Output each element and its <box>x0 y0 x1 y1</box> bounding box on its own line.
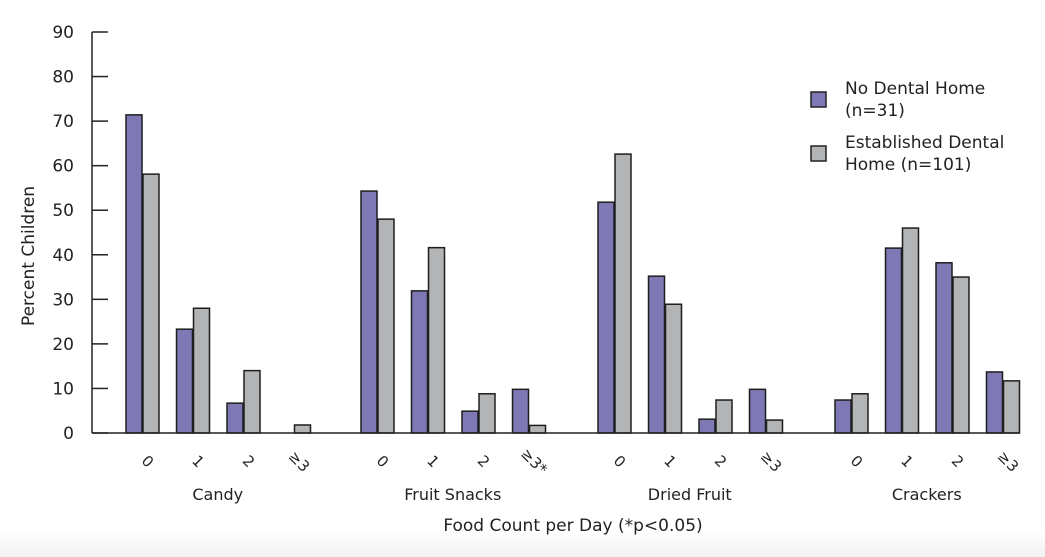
bar-no-dental-home <box>597 201 615 434</box>
x-tick-label: 1 <box>660 452 679 471</box>
x-tick-label: ≥3 <box>285 447 313 475</box>
y-tick-label: 80 <box>52 68 74 88</box>
y-tick-label: 90 <box>52 23 74 43</box>
bar-established-dental-home <box>377 218 395 434</box>
bar-established-dental-home <box>901 227 920 434</box>
y-tick-label: 20 <box>52 335 74 355</box>
y-tick-label: 70 <box>52 112 74 132</box>
x-tick-label: 0 <box>373 452 392 471</box>
bar-no-dental-home <box>461 410 479 434</box>
bar-established-dental-home <box>1002 380 1021 434</box>
bar-no-dental-home <box>410 290 429 434</box>
bar-no-dental-home <box>647 275 666 434</box>
group-label: Crackers <box>892 485 962 504</box>
bar-no-dental-home <box>175 328 194 434</box>
x-tick-label: 0 <box>138 452 157 471</box>
bar-established-dental-home <box>427 246 446 434</box>
bar-no-dental-home <box>226 402 244 434</box>
x-tick-label: ≥3 <box>994 447 1022 475</box>
bar-established-dental-home <box>293 424 312 434</box>
y-tick-label: 30 <box>52 290 74 310</box>
y-tick-label: 10 <box>52 379 74 399</box>
x-tick-label: 2 <box>711 452 730 471</box>
bar-no-dental-home <box>698 418 716 434</box>
legend-swatch <box>810 91 827 108</box>
x-tick-label: 2 <box>239 452 258 471</box>
bar-established-dental-home <box>851 393 869 434</box>
x-tick-label: 0 <box>610 452 629 471</box>
x-tick-label: 2 <box>474 452 493 471</box>
y-axis-title: Percent Children <box>19 186 39 326</box>
legend-label: No Dental Home <box>845 79 985 99</box>
x-tick-label: ≥3 <box>757 447 785 475</box>
x-tick-label: 2 <box>948 452 967 471</box>
x-axis: 0 1 2 ≥3 Candy 0 1 2 ≥3* Fruit Snacks 0 1 2 ≥3 Dried F… <box>92 432 1022 504</box>
bar-no-dental-home <box>935 262 953 434</box>
bar-no-dental-home <box>748 388 767 434</box>
x-tick-label: ≥3* <box>517 445 551 479</box>
bar-established-dental-home <box>142 173 160 434</box>
bar-established-dental-home <box>478 393 496 434</box>
bar-established-dental-home <box>664 303 683 434</box>
bar-no-dental-home <box>125 114 143 434</box>
group-label: Dried Fruit <box>648 485 732 504</box>
bar-established-dental-home <box>243 369 261 434</box>
bar-established-dental-home <box>614 153 632 434</box>
group-label: Fruit Snacks <box>404 485 501 504</box>
bar-established-dental-home <box>765 419 784 434</box>
y-tick-label: 60 <box>52 157 74 177</box>
bar-no-dental-home <box>511 388 530 434</box>
x-tick-label: 1 <box>188 452 207 471</box>
x-tick-label: 1 <box>897 452 916 471</box>
bar-established-dental-home <box>952 276 970 434</box>
legend-label: Established Dental <box>845 133 1004 153</box>
y-tick-label: 0 <box>63 424 74 444</box>
group-label: Candy <box>192 485 243 504</box>
legend-swatch <box>810 145 827 162</box>
bar-established-dental-home <box>528 424 547 434</box>
legend: No Dental Home(n=31) Established DentalHo… <box>810 79 1004 175</box>
bar-no-dental-home <box>985 371 1004 434</box>
y-tick-label: 40 <box>52 246 74 266</box>
legend-label: (n=31) <box>845 101 905 121</box>
x-axis-title: Food Count per Day (*p<0.05) <box>443 516 702 536</box>
bar-established-dental-home <box>192 307 211 434</box>
bar-established-dental-home <box>715 399 733 434</box>
y-axis: 0 10 20 30 40 50 60 70 80 90 <box>52 23 108 444</box>
bar-no-dental-home <box>884 247 903 434</box>
x-tick-label: 1 <box>423 452 442 471</box>
bar-no-dental-home <box>360 190 378 434</box>
bar-no-dental-home <box>834 399 852 434</box>
x-tick-label: 0 <box>847 452 866 471</box>
y-tick-label: 50 <box>52 201 74 221</box>
legend-label: Home (n=101) <box>845 155 971 175</box>
